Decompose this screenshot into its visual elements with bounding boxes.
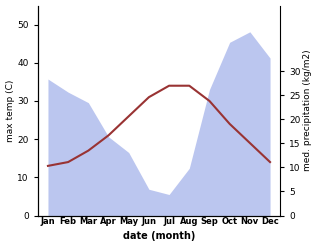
Y-axis label: med. precipitation (kg/m2): med. precipitation (kg/m2) xyxy=(303,50,313,171)
Y-axis label: max temp (C): max temp (C) xyxy=(5,79,15,142)
X-axis label: date (month): date (month) xyxy=(123,231,195,242)
